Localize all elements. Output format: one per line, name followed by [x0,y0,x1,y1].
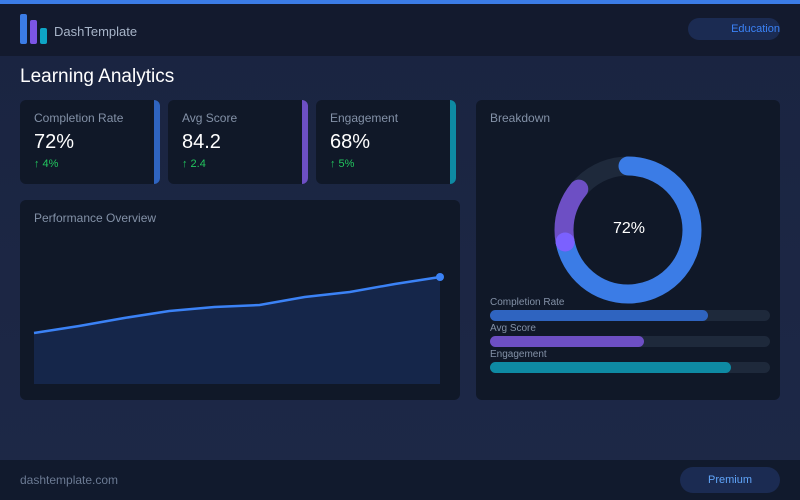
performance-title: Performance Overview [34,211,157,225]
stat-card-avg-score: Avg Score 84.2 ↑ 2.4 [168,100,308,184]
stat-accent [302,100,308,184]
donut-arc-cap [555,232,575,252]
donut-arc-secondary [554,156,702,304]
data-point [436,273,444,281]
progress-bar-engagement [490,362,770,373]
brand-name: DashTemplate [54,24,138,39]
donut-arc-primary [554,156,702,304]
stat-value: 72% [34,131,75,153]
series-line [33,275,441,335]
stat-value: 68% [330,131,371,153]
breakdown-card: Breakdown 72% Completion Rate Avg Score … [476,100,780,400]
bar-label: Avg Score [490,323,536,334]
stat-label: Engagement [330,111,399,125]
stat-card-completion: Completion Rate 72% ↑ 4% [20,100,160,184]
logo-bars-icon [20,14,50,46]
stat-label: Avg Score [182,111,238,125]
progress-bar-completion [490,310,770,321]
donut-center-value: 72% [612,220,646,237]
progress-fill [490,362,731,373]
stat-accent [154,100,160,184]
bar-label: Engagement [490,349,547,360]
category-pill[interactable]: Education [688,18,780,40]
stat-change: ↑ 4% [34,158,59,170]
footer-site-link[interactable]: dashtemplate.com [20,473,119,487]
stat-card-engagement: Engagement 68% ↑ 5% [316,100,456,184]
category-pill-label: Education [731,23,780,35]
top-accent-bar [0,0,800,4]
stat-accent [450,100,456,184]
page-title: Learning Analytics [20,66,175,87]
stat-change: ↑ 5% [330,158,355,170]
breakdown-donut [554,156,702,304]
performance-chart [33,273,444,384]
breakdown-title: Breakdown [490,111,551,125]
premium-button[interactable]: Premium [680,467,780,493]
header: DashTemplate Education [0,4,800,56]
area-fill [34,277,440,384]
progress-fill [490,310,709,321]
stat-value: 84.2 [182,131,221,153]
bar-label: Completion Rate [490,297,565,308]
footer: dashtemplate.com Premium [0,460,800,500]
progress-bar-avg-score [490,336,770,347]
stat-label: Completion Rate [34,111,124,125]
stat-change: ↑ 2.4 [182,158,206,170]
performance-card: Performance Overview [20,200,460,400]
progress-fill [490,336,644,347]
